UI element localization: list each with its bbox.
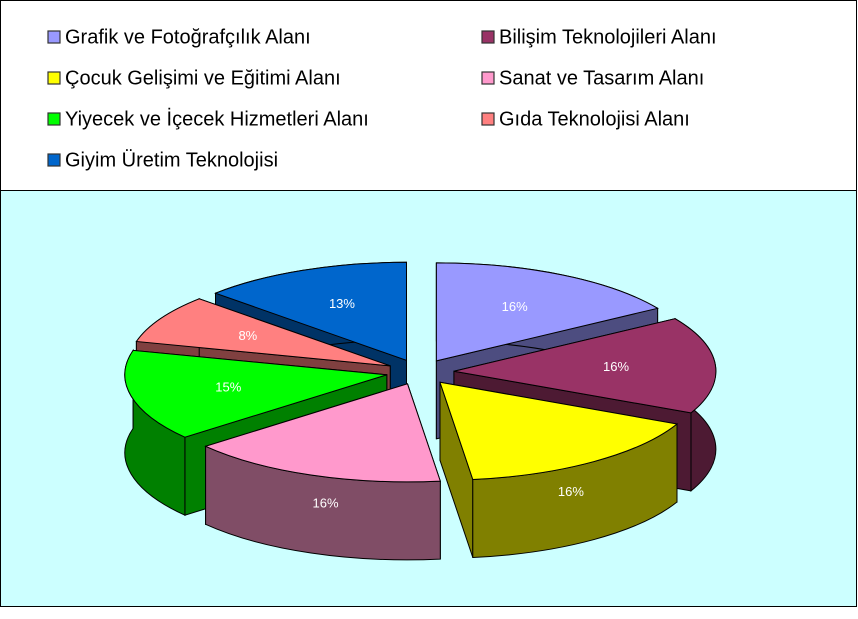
- data-label: 8%: [238, 328, 257, 343]
- data-label: 13%: [329, 296, 355, 311]
- legend-label: Yiyecek ve İçecek Hizmetleri Alanı: [65, 107, 369, 130]
- legend-label: Gıda Teknolojisi Alanı: [499, 108, 690, 130]
- data-label: 16%: [312, 496, 338, 511]
- legend-label: Giyim Üretim Teknolojisi: [65, 149, 278, 171]
- legend-label: Çocuk Gelişimi ve Eğitimi Alanı: [65, 67, 341, 89]
- data-label: 15%: [215, 379, 241, 394]
- legend-swatch: [48, 31, 60, 43]
- legend-swatch: [482, 72, 494, 84]
- legend-swatch: [482, 31, 494, 43]
- legend-label: Bilişim Teknolojileri Alanı: [499, 26, 717, 48]
- legend-swatch: [482, 113, 494, 125]
- legend-swatch: [48, 113, 60, 125]
- legend-label: Sanat ve Tasarım Alanı: [499, 67, 704, 89]
- legend-swatch: [48, 72, 60, 84]
- legend-swatch: [48, 154, 60, 166]
- data-label: 16%: [603, 359, 629, 374]
- legend-label: Grafik ve Fotoğrafçılık Alanı: [65, 26, 311, 48]
- data-label: 16%: [502, 299, 528, 314]
- data-label: 16%: [558, 484, 584, 499]
